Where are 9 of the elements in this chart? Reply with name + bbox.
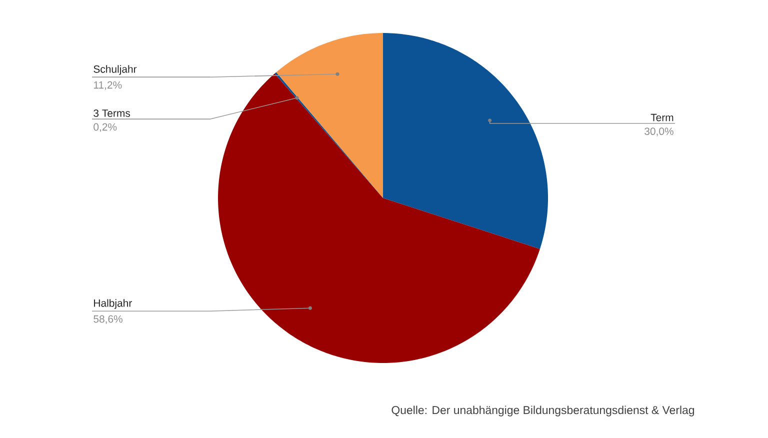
slice-label: Term — [650, 114, 674, 122]
data-label: 11,2% — [94, 81, 122, 90]
data-label: 58,6% — [94, 315, 122, 324]
slice-label: 3 Terms — [94, 109, 130, 117]
slice-label: Halbjahr — [94, 299, 132, 309]
slice-label: Schuljahr — [94, 65, 137, 75]
data-label: 30,0% — [644, 128, 674, 136]
data-label: 0,2% — [94, 123, 117, 132]
source-note: Quelle: Der unabhängige Bildungsberatungsdienst & Verlag — [392, 406, 694, 416]
